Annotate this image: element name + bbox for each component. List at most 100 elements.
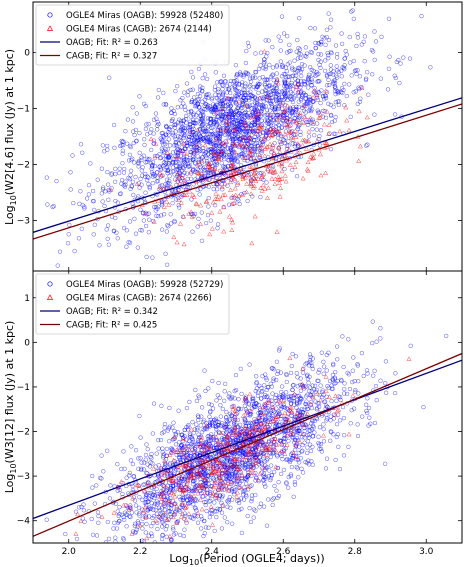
oagb-point <box>205 469 211 474</box>
oagb-point <box>324 27 330 32</box>
oagb-point <box>284 415 290 420</box>
oagb-point <box>278 439 284 444</box>
cagb-point <box>248 191 254 196</box>
oagb-point <box>264 410 270 416</box>
cagb-point <box>256 110 262 116</box>
oagb-point <box>219 101 224 106</box>
oagb-point <box>159 146 164 151</box>
oagb-point <box>327 378 333 384</box>
oagb-point <box>297 428 302 434</box>
oagb-point <box>362 59 367 64</box>
oagb-point <box>280 118 285 123</box>
oagb-point <box>273 110 278 115</box>
oagb-point <box>246 72 251 77</box>
oagb-point <box>220 440 226 445</box>
oagb-point <box>307 360 312 365</box>
oagb-point <box>127 514 132 519</box>
oagb-point <box>202 531 207 536</box>
cagb-point <box>161 204 167 209</box>
oagb-point <box>106 536 112 541</box>
oagb-point <box>383 461 388 466</box>
oagb-point <box>187 453 192 459</box>
oagb-point <box>333 457 338 463</box>
oagb-point <box>246 401 251 406</box>
bottom-panel: −4−3−2−101 2.0 2.2 2.4 2.6 2.8 3.0 Log10(W3[1… <box>3 270 463 567</box>
y-tick-label: −1 <box>17 104 30 114</box>
oagb-point <box>281 137 286 142</box>
oagb-point <box>220 406 225 412</box>
oagb-point <box>175 519 180 525</box>
cagb-point <box>343 104 349 110</box>
cagb-point <box>212 482 218 487</box>
oagb-point <box>274 377 279 383</box>
oagb-point <box>354 43 359 49</box>
oagb-point <box>218 80 223 85</box>
oagb-point <box>195 471 200 477</box>
oagb-point <box>270 65 276 70</box>
oagb-point <box>361 39 366 44</box>
oagb-point <box>215 506 220 511</box>
oagb-point <box>244 408 250 414</box>
oagb-point <box>365 371 370 376</box>
oagb-point <box>159 199 164 205</box>
oagb-point <box>129 184 135 189</box>
oagb-point <box>267 95 272 100</box>
oagb-point <box>135 245 140 250</box>
oagb-point <box>201 132 206 137</box>
oagb-point <box>341 87 346 93</box>
oagb-point <box>233 136 238 141</box>
cagb-point <box>285 103 290 108</box>
cagb-point <box>214 136 219 142</box>
oagb-point <box>216 97 221 103</box>
oagb-point <box>67 222 72 228</box>
oagb-point <box>327 82 332 88</box>
oagb-point <box>179 148 185 154</box>
oagb-point <box>169 118 175 124</box>
oagb-point <box>200 155 205 160</box>
cagb-point <box>194 142 200 148</box>
oagb-point <box>337 418 343 423</box>
oagb-point <box>106 197 111 202</box>
oagb-point <box>237 129 243 135</box>
cagb-point <box>315 391 320 396</box>
oagb-point <box>235 168 240 174</box>
oagb-point <box>205 159 210 164</box>
oagb-point <box>150 431 155 436</box>
oagb-point <box>274 453 280 458</box>
oagb-point <box>127 143 133 149</box>
oagb-point <box>187 124 193 130</box>
oagb-point <box>195 187 200 192</box>
oagb-point <box>285 93 290 98</box>
oagb-point <box>182 132 187 138</box>
oagb-point <box>293 457 299 462</box>
oagb-point <box>305 122 311 127</box>
oagb-point <box>294 371 299 376</box>
oagb-point <box>270 95 275 100</box>
oagb-point <box>206 401 212 407</box>
oagb-point <box>260 74 265 80</box>
oagb-point <box>243 109 248 114</box>
oagb-point <box>102 203 107 209</box>
oagb-point <box>333 114 338 120</box>
oagb-point <box>233 63 239 68</box>
oagb-point <box>284 372 289 378</box>
oagb-point <box>276 135 281 140</box>
oagb-point <box>286 485 291 490</box>
cagb-point <box>265 93 271 99</box>
cagb-point <box>211 167 217 172</box>
cagb-point <box>173 479 179 484</box>
oagb-point <box>160 512 166 518</box>
cagb-point <box>317 151 323 157</box>
oagb-point <box>274 85 280 90</box>
cagb-point <box>255 176 261 181</box>
oagb-point <box>238 470 243 475</box>
cagb-point <box>207 231 213 237</box>
oagb-point <box>280 392 286 397</box>
oagb-point <box>328 67 334 72</box>
oagb-point <box>105 519 110 525</box>
oagb-point <box>324 418 329 423</box>
oagb-point <box>189 134 194 139</box>
cagb-point <box>323 170 329 176</box>
oagb-point <box>165 495 171 500</box>
oagb-point <box>187 131 192 136</box>
